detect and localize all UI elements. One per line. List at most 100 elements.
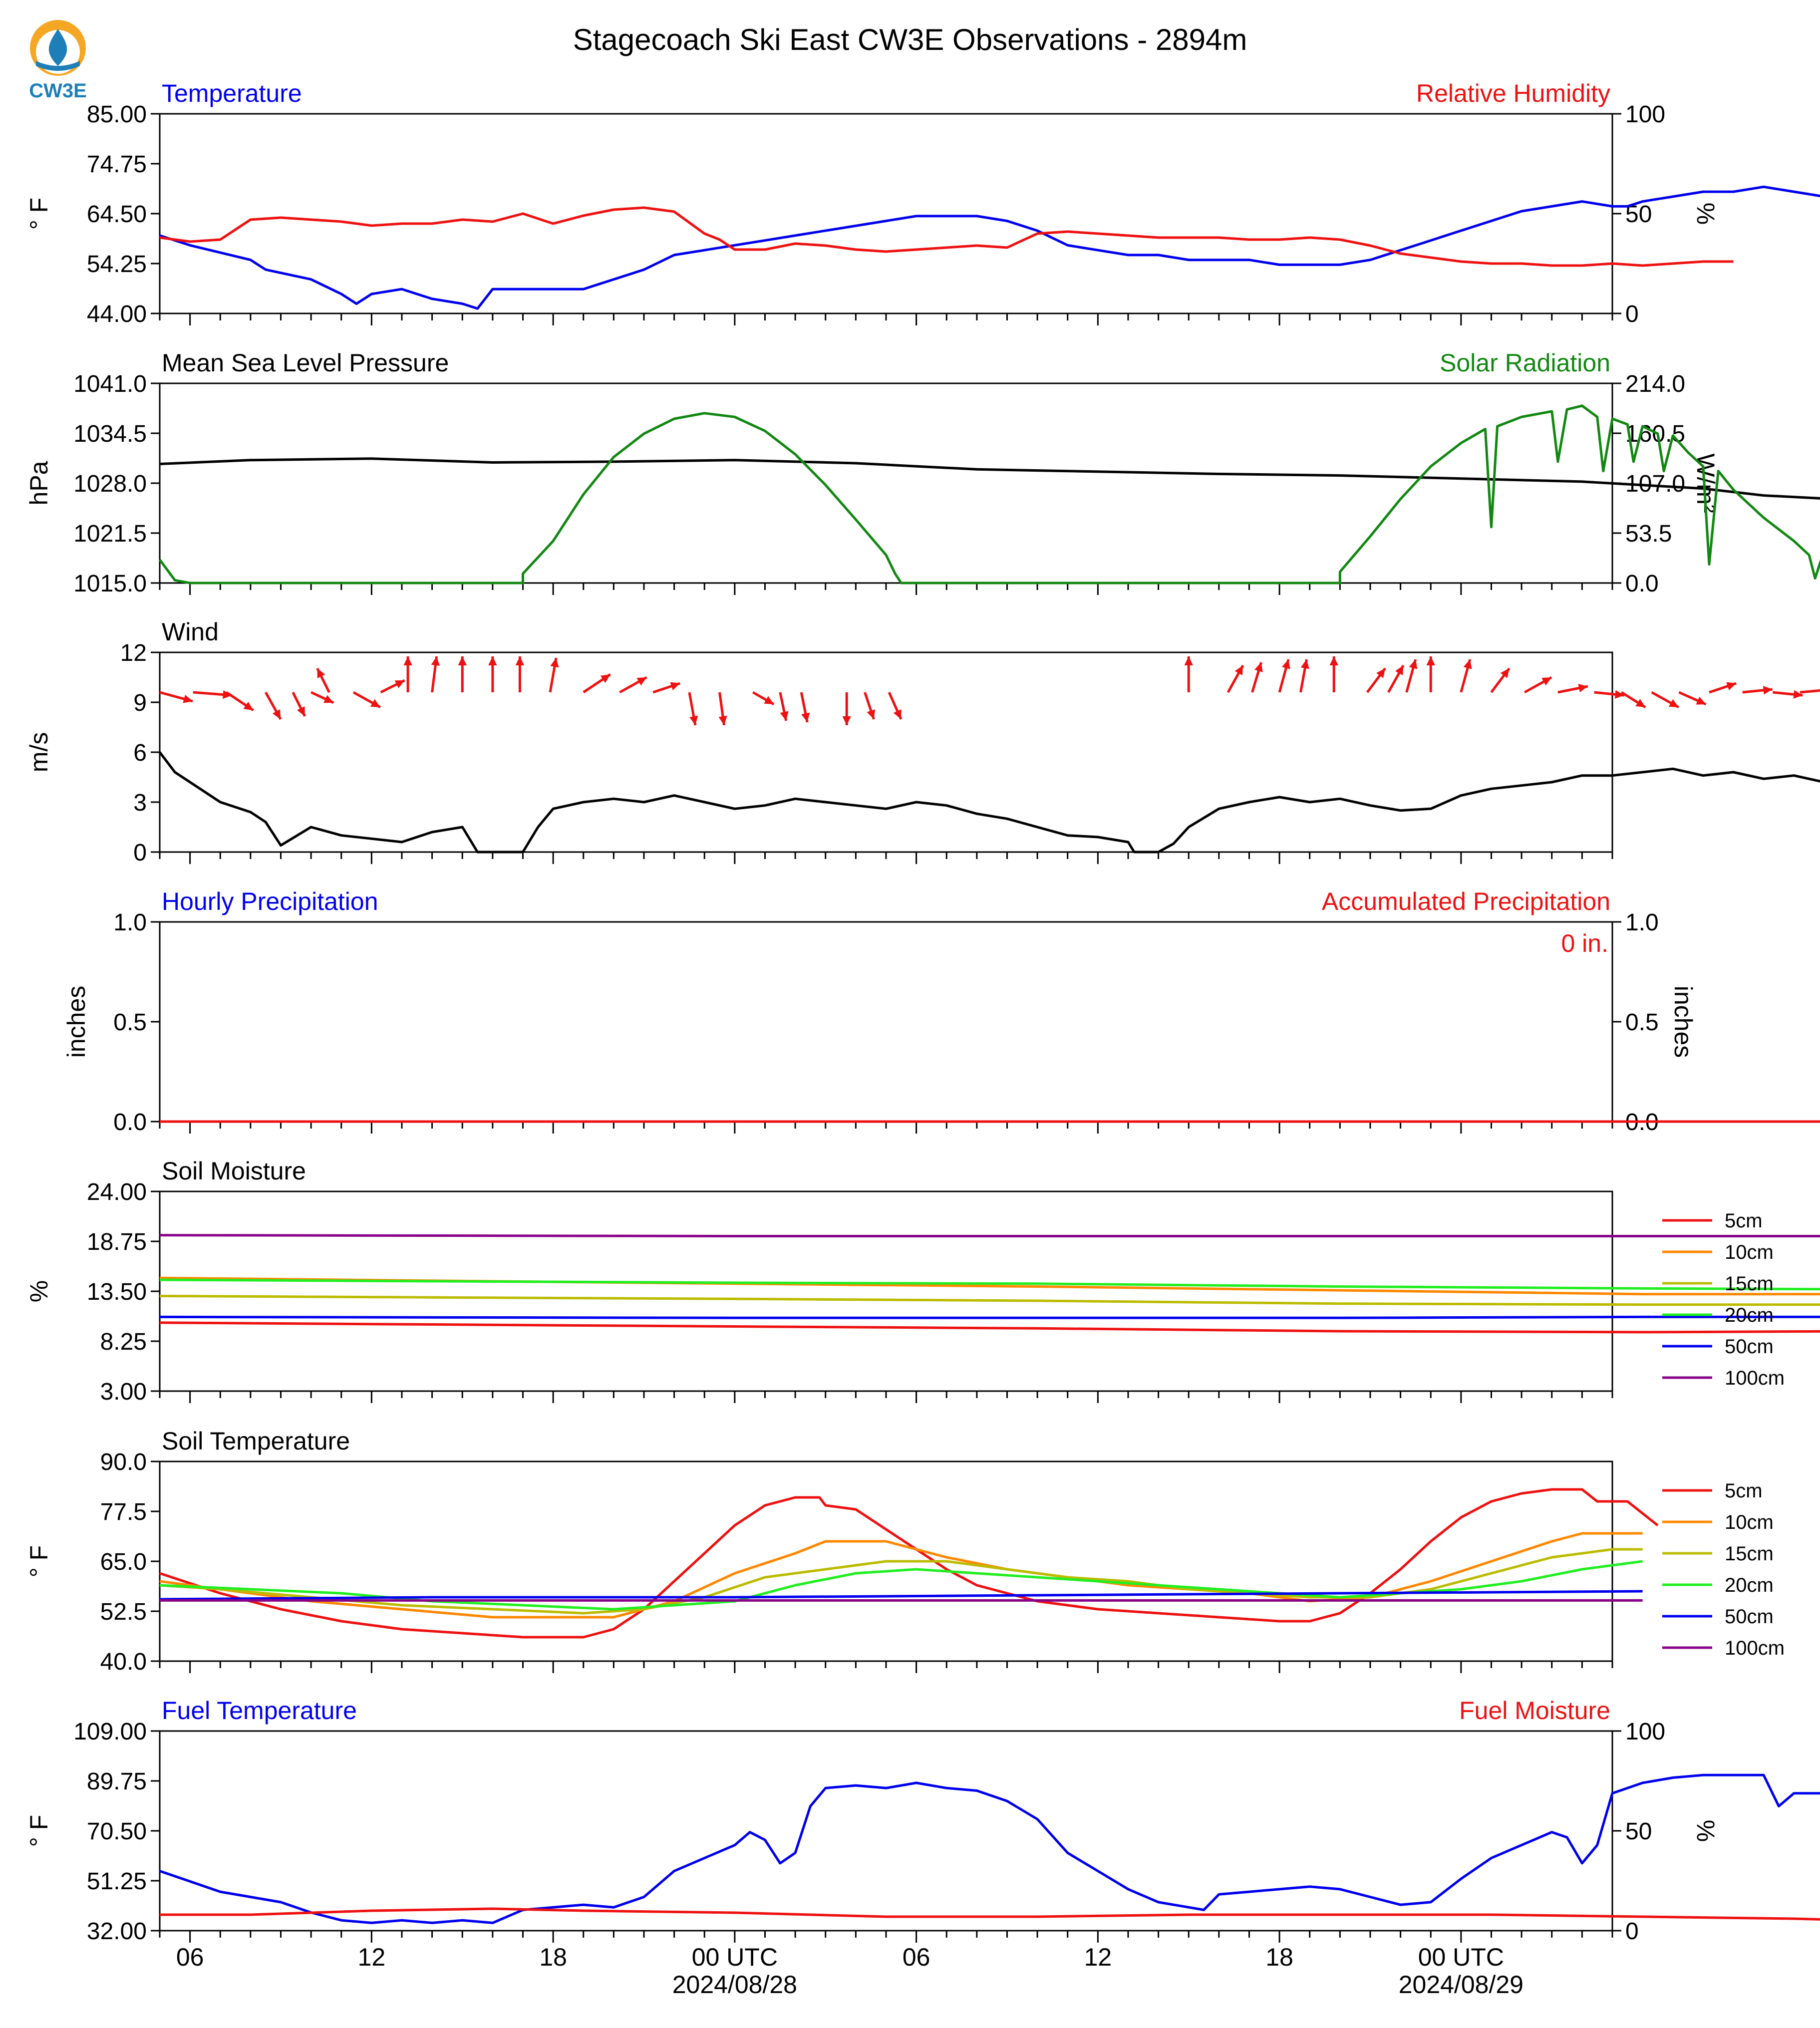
wind-arrow-head (403, 656, 412, 666)
y-tick-label: 1.0 (113, 909, 147, 936)
y-tick-label: 74.75 (87, 151, 147, 178)
y2-axis-label: % (1692, 203, 1720, 225)
wind-arrow-head (1541, 677, 1552, 686)
plot-frame (159, 113, 1613, 314)
panel-right-label: Relative Humidity (1416, 79, 1610, 107)
water-drop-sun-icon (30, 20, 86, 76)
wind-arrow-head (488, 656, 497, 666)
series-line-black (159, 751, 1820, 854)
wind-arrow-head (1254, 662, 1263, 672)
y-tick-label: 24.00 (87, 1179, 147, 1205)
wind-arrow-head (867, 709, 876, 719)
plot-frame (159, 382, 1613, 584)
x-tick-label: 12 (1084, 1943, 1112, 1971)
wind-arrow-head (458, 656, 467, 666)
series-line-5cm (159, 1488, 1659, 1639)
panel-left-label: Fuel Temperature (162, 1697, 357, 1725)
y2-tick-label: 0 (1625, 301, 1639, 327)
wind-arrow-head (317, 668, 325, 678)
wind-arrow-head (243, 701, 254, 710)
series-group (159, 1773, 1820, 1924)
wind-arrow-head (297, 706, 305, 716)
legend-label: 50cm (1725, 1606, 1774, 1628)
y-tick-label: 6 (133, 740, 147, 766)
x-tick-label: 06 (903, 1943, 930, 1971)
wind-arrow-head (1409, 659, 1418, 669)
wind-arrow-head (1395, 665, 1404, 675)
panel-left-label: Wind (162, 618, 219, 646)
wind-arrow (1800, 689, 1820, 694)
y-axis-label: ° F (25, 1545, 53, 1577)
wind-arrow-head (1726, 682, 1736, 690)
series-line-50cm (159, 1590, 1643, 1601)
y-tick-label: 0 (133, 840, 147, 866)
wind-arrow-head (1500, 668, 1510, 678)
wind-arrow-head (272, 709, 281, 719)
y-axis-label: % (25, 1280, 53, 1302)
y2-axis-label: inches (1669, 986, 1697, 1058)
chart-title: Stagecoach Ski East CW3E Observations - … (573, 23, 1247, 56)
panel-left-label: Temperature (162, 79, 302, 107)
wind-arrow-head (1376, 668, 1385, 678)
y-axis-label: inches (62, 986, 90, 1058)
cw3e-logo: CW3E (29, 20, 87, 102)
wind-arrow-head (893, 709, 902, 719)
wind-arrow-head (515, 656, 525, 666)
legend-label: 100cm (1725, 1637, 1785, 1659)
y-tick-label: 40.0 (100, 1649, 147, 1675)
wind-arrow-head (780, 711, 789, 721)
y2-tick-label: 0 (1625, 1918, 1639, 1945)
series-line-100cm (159, 1234, 1820, 1237)
wind-arrow-head (1281, 659, 1290, 669)
y2-tick-label: 100 (1625, 101, 1665, 128)
panel-left-label: Mean Sea Level Pressure (162, 349, 449, 377)
y-axis-label: ° F (25, 1815, 53, 1847)
wind-arrow-head (670, 682, 680, 690)
y-axis-label: ° F (25, 198, 53, 230)
x-date-label: 2024/08/28 (672, 1971, 797, 1999)
wind-arrow-head (842, 716, 851, 725)
wind-arrow-head (431, 656, 440, 666)
y-tick-label: 64.50 (87, 201, 147, 228)
panel-soil_moisture: Soil Moisture 3.00 8.25 13.50 18.75 24.00% 5cm… (25, 1157, 1820, 1405)
wind-arrow-head (394, 680, 405, 688)
panel-right-label: Fuel Moisture (1459, 1697, 1610, 1725)
series-line-20cm (159, 1278, 1820, 1291)
series-group (158, 404, 1820, 584)
wind-arrow-head (183, 694, 193, 703)
y-axis-label: m/s (25, 732, 53, 773)
wind-arrow-head (1635, 699, 1646, 707)
x-tick-label: 00 UTC (1418, 1943, 1504, 1971)
wind-arrow-head (1184, 656, 1193, 666)
panel-left-label: Hourly Precipitation (162, 887, 378, 915)
panel-left-label: Soil Temperature (162, 1427, 350, 1455)
series-line-5cm (159, 1321, 1820, 1334)
wind-arrow-head (1696, 696, 1706, 705)
legend-label: 20cm (1725, 1304, 1774, 1326)
legend: 5cm 10cm 15cm 20cm 50cm 100cm (1662, 1210, 1785, 1389)
y-tick-label: 3.00 (100, 1379, 147, 1405)
panel-wind: Wind 0 3 6 9 12 m/s (25, 618, 1820, 866)
y-tick-label: 54.25 (87, 251, 147, 278)
series-line-blue (159, 185, 1820, 310)
legend-label: 50cm (1725, 1336, 1774, 1358)
wind-arrow-head (1300, 659, 1309, 669)
wind-arrow-head (223, 690, 232, 699)
y-tick-label: 51.25 (87, 1868, 147, 1895)
series-group (159, 1488, 1659, 1639)
wind-arrows (159, 656, 1820, 726)
y-tick-label: 1034.5 (73, 421, 147, 447)
wind-arrow-head (1578, 684, 1588, 693)
x-date-label: 2024/08/29 (1399, 1971, 1523, 1999)
x-tick-label: 18 (539, 1943, 567, 1971)
wind-arrow-head (689, 715, 698, 725)
y-tick-label: 89.75 (87, 1768, 147, 1795)
wind-arrow-head (1463, 659, 1472, 669)
wind-arrow-head (1668, 699, 1679, 707)
y-axis-label: hPa (25, 461, 53, 505)
y-tick-label: 32.00 (87, 1918, 147, 1945)
wind-arrow-head (1763, 686, 1773, 695)
wind-arrow-head (323, 695, 334, 703)
